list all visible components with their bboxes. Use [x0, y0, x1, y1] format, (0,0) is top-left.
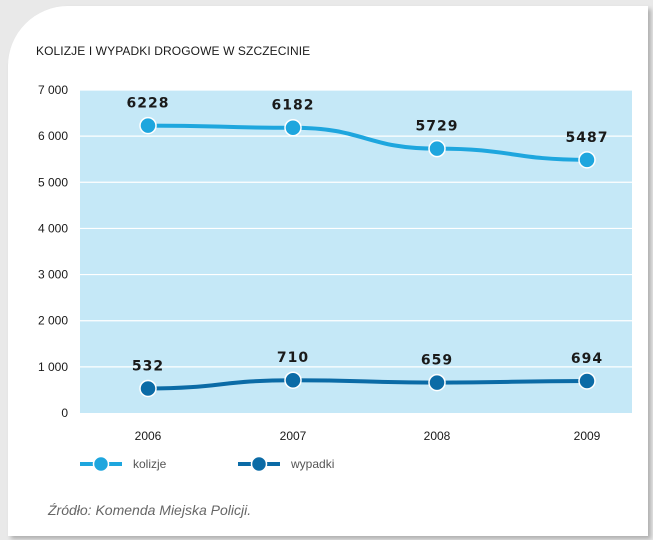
legend-item-wypadki: wypadki: [238, 455, 334, 473]
x-tick-label: 2009: [574, 429, 601, 443]
data-label-wypadki: 710: [277, 350, 309, 366]
x-tick-label: 2006: [135, 429, 162, 443]
y-tick-label: 2 000: [38, 314, 68, 328]
y-tick-label: 0: [61, 406, 68, 420]
data-label-wypadki: 532: [132, 358, 164, 374]
y-tick-label: 6 000: [38, 129, 68, 143]
series-line-wypadki: [146, 378, 589, 391]
data-point-wypadki: [284, 371, 302, 389]
x-tick-label: 2008: [424, 429, 451, 443]
plot-area: [80, 90, 632, 413]
chart-title: KOLIZJE I WYPADKI DROGOWE W SZCZECINIE: [36, 44, 311, 58]
y-tick-label: 4 000: [38, 221, 68, 235]
data-label-kolizje: 6182: [272, 98, 315, 114]
data-point-wypadki: [428, 373, 446, 392]
data-label-kolizje: 5487: [566, 130, 609, 146]
data-point-kolizje: [139, 116, 157, 135]
legend-swatch-marker: [92, 455, 110, 473]
legend-swatch-marker: [250, 455, 268, 473]
data-point-kolizje: [578, 151, 596, 169]
legend-label: kolizje: [133, 457, 167, 471]
data-label-kolizje: 6228: [127, 96, 170, 112]
series-line-kolizje: [146, 123, 589, 162]
data-point-wypadki: [139, 379, 157, 398]
data-point-kolizje: [428, 139, 446, 158]
y-tick-label: 7 000: [38, 83, 68, 97]
y-tick-label: 5 000: [38, 175, 68, 189]
y-tick-label: 1 000: [38, 360, 68, 374]
data-point-kolizje: [284, 118, 302, 137]
legend-label: wypadki: [290, 457, 334, 471]
legend-item-kolizje: kolizje: [80, 455, 167, 473]
x-tick-label: 2007: [280, 429, 307, 443]
data-point-wypadki: [578, 372, 596, 390]
data-label-kolizje: 5729: [416, 119, 459, 135]
data-label-wypadki: 694: [571, 351, 603, 367]
y-tick-label: 3 000: [38, 268, 68, 282]
data-label-wypadki: 659: [421, 353, 453, 369]
source-note: Źródło: Komenda Miejska Policji.: [48, 502, 252, 518]
